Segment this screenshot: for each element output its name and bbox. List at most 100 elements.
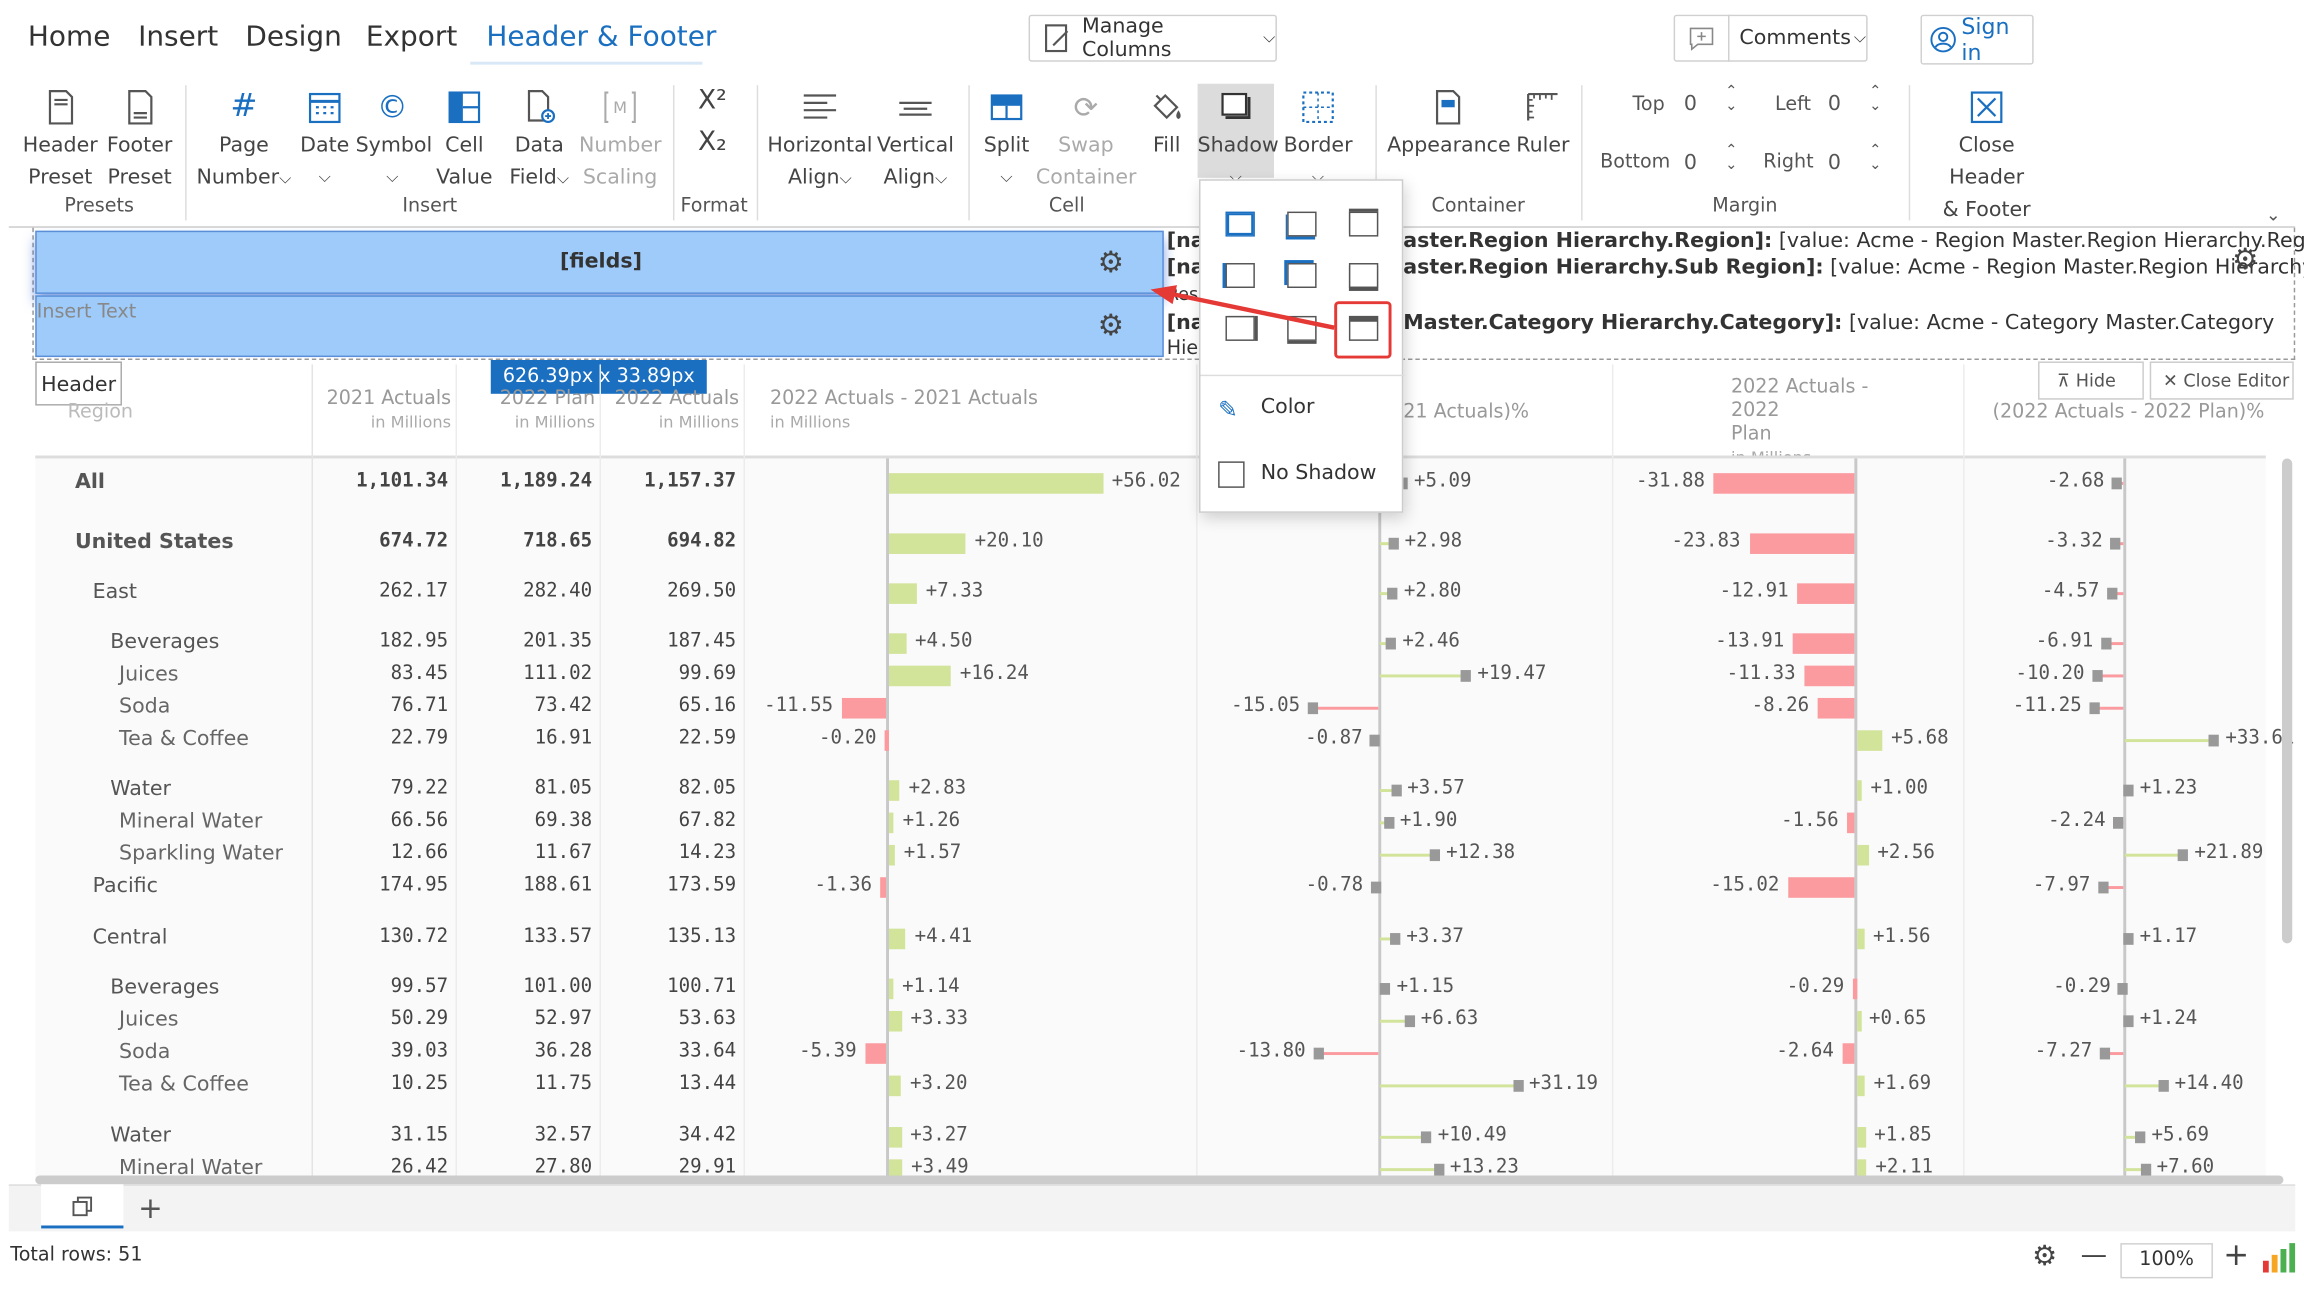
variance-bar	[888, 780, 900, 801]
variance-label: +1.57	[903, 841, 962, 865]
no-shadow-checkbox[interactable]	[1218, 461, 1245, 488]
cell-2021-actuals: 26.42	[390, 1156, 449, 1179]
size-tooltip: 626.39px x 33.89px	[490, 360, 707, 394]
zoom-out-button[interactable]: —	[2080, 1240, 2108, 1272]
close-header-label-2: & Footer	[1942, 198, 2031, 222]
shadow-top-left-icon[interactable]	[1287, 263, 1317, 289]
footer-preset-button[interactable]: Footer Preset	[103, 88, 176, 194]
margin-left-input[interactable]: 0	[1827, 92, 1842, 117]
hide-button[interactable]: ⊼ Hide	[2038, 361, 2144, 400]
page-number-button[interactable]: # Page Number⌵	[195, 88, 292, 195]
variance-pct-marker	[1383, 816, 1395, 829]
variance-pct-marker	[1391, 784, 1402, 797]
plan-variance-pct-marker	[2123, 933, 2134, 945]
group-presets-label: Presets	[64, 195, 134, 218]
border-label: Border	[1283, 133, 1353, 158]
shadow-top-inner-icon[interactable]	[1348, 315, 1379, 341]
split-button[interactable]: Split ⌵	[976, 88, 1038, 194]
variance-pct-marker	[1388, 537, 1399, 550]
margin-bottom-input[interactable]: 0	[1683, 151, 1698, 175]
horizontal-scrollbar[interactable]	[35, 1175, 2284, 1185]
ribbon-divider	[8, 226, 2296, 228]
footer-preset-label-1: Footer	[106, 133, 173, 158]
swap-container-button[interactable]: ⟳ Swap Container	[1036, 88, 1137, 194]
zoom-level[interactable]: 100%	[2120, 1243, 2213, 1279]
tab-header-footer[interactable]: Header & Footer	[486, 20, 717, 53]
vertical-scrollbar[interactable]	[2281, 458, 2293, 944]
variance-pct-marker	[1429, 849, 1441, 862]
insert-text-input[interactable]: Insert Text	[36, 301, 137, 324]
border-button[interactable]: Border ⌵	[1283, 88, 1354, 194]
subscript-button[interactable]: X₂	[697, 126, 727, 158]
margin-top-stepper[interactable]: ⌃ ⌄	[1725, 83, 1738, 115]
tab-design[interactable]: Design	[245, 20, 342, 53]
symbol-button[interactable]: © Symbol ⌵	[355, 88, 433, 194]
collapse-ribbon-icon[interactable]: ⌄	[2265, 204, 2281, 225]
tab-insert[interactable]: Insert	[138, 20, 219, 53]
field-line-2c: [value: Acme - Region Master.Region Hier…	[1823, 255, 2304, 280]
settings-gear-icon[interactable]: ⚙	[2032, 1240, 2058, 1273]
shadow-bottom-left-icon[interactable]	[1287, 211, 1317, 237]
shadow-top-icon[interactable]	[1348, 211, 1379, 237]
swap-container-label-1: Swap	[1058, 133, 1114, 158]
gear-icon[interactable]: ⚙	[2232, 240, 2259, 277]
date-button[interactable]: Date ⌵	[298, 88, 351, 194]
ruler-button[interactable]: Ruler	[1513, 88, 1572, 161]
plan-variance-pct-marker	[2106, 587, 2118, 600]
margin-right-input[interactable]: 0	[1827, 151, 1842, 175]
symbol-label: Symbol	[355, 133, 433, 158]
shadow-color-option[interactable]: Color	[1260, 395, 1315, 419]
variance-pct-line	[1379, 542, 1393, 546]
close-editor-label: Close Editor	[2183, 370, 2290, 391]
gear-icon[interactable]: ⚙	[1097, 243, 1124, 280]
plan-variance-label: +2.11	[1875, 1156, 1933, 1179]
shadow-button[interactable]: Shadow ⌵	[1197, 83, 1279, 187]
plan-variance-pct-label: -11.25	[2012, 695, 2082, 718]
variance-bar	[888, 844, 895, 866]
shadow-bottom-icon[interactable]	[1348, 263, 1379, 289]
add-sheet-icon[interactable]: +	[138, 1190, 163, 1226]
plan-variance-label: -23.83	[1671, 530, 1741, 553]
variance-pct-line	[1379, 853, 1435, 857]
shadow-right-icon[interactable]	[1225, 315, 1255, 341]
shadow-left-icon[interactable]	[1225, 263, 1255, 289]
zoom-in-button[interactable]: +	[2223, 1237, 2250, 1273]
tab-export[interactable]: Export	[365, 20, 458, 53]
close-header-footer-button[interactable]: Close Header & Footer	[1919, 88, 2054, 226]
chevron-down-icon: ⌵	[1853, 27, 1867, 48]
vertical-align-button[interactable]: Vertical Align⌵	[876, 88, 955, 195]
tab-home[interactable]: Home	[27, 20, 111, 53]
number-scaling-button[interactable]: M Number Scaling	[579, 88, 662, 194]
header-preset-button[interactable]: Header Preset	[21, 88, 100, 194]
gear-icon[interactable]: ⚙	[1097, 307, 1124, 343]
variance-pct-label: +19.47	[1477, 662, 1547, 685]
superscript-button[interactable]: X²	[697, 85, 727, 117]
manage-columns-button[interactable]: Manage Columns ⌵	[1028, 14, 1277, 62]
horizontal-align-button[interactable]: Horizontal Align⌵	[767, 88, 873, 195]
fill-button[interactable]: Fill	[1143, 88, 1190, 161]
header-text-cell[interactable]: Insert Text ⚙	[35, 295, 1164, 358]
comments-button[interactable]: Comments ⌵	[1673, 14, 1868, 62]
margin-right-stepper[interactable]: ⌃ ⌄	[1869, 142, 1882, 174]
close-editor-button[interactable]: ✕ Close Editor	[2149, 361, 2294, 400]
margin-left-stepper[interactable]: ⌃ ⌄	[1869, 83, 1882, 115]
header-field-cell[interactable]: [fields] ⚙	[35, 230, 1164, 294]
plan-variance-pct-line	[2104, 1052, 2124, 1056]
sheet-tab[interactable]	[41, 1184, 124, 1229]
cell-value-button[interactable]: Cell Value	[435, 88, 494, 194]
column-header-plan-variance-pct: (2022 Actuals - 2022 Plan)%	[1992, 401, 2265, 424]
cell-2022-plan: 101.00	[523, 975, 593, 998]
margin-top-input[interactable]: 0	[1683, 92, 1698, 117]
appearance-button[interactable]: Appearance	[1387, 88, 1511, 161]
sign-in-button[interactable]: Sign in	[1920, 13, 2034, 66]
margin-top-label: Top	[1632, 94, 1665, 117]
shadow-outer-all-icon[interactable]	[1225, 211, 1255, 237]
no-shadow-option[interactable]: No Shadow	[1260, 461, 1377, 485]
margin-bottom-stepper[interactable]: ⌃ ⌄	[1725, 142, 1738, 174]
cell-2022-plan: 11.67	[534, 841, 593, 865]
plan-variance-pct-marker	[2089, 702, 2100, 715]
cell-2022-actuals: 53.63	[678, 1008, 737, 1031]
variance-bar	[885, 730, 890, 751]
cell-2021-actuals: 83.45	[390, 662, 449, 685]
data-field-button[interactable]: Data Field⌵	[503, 88, 576, 195]
